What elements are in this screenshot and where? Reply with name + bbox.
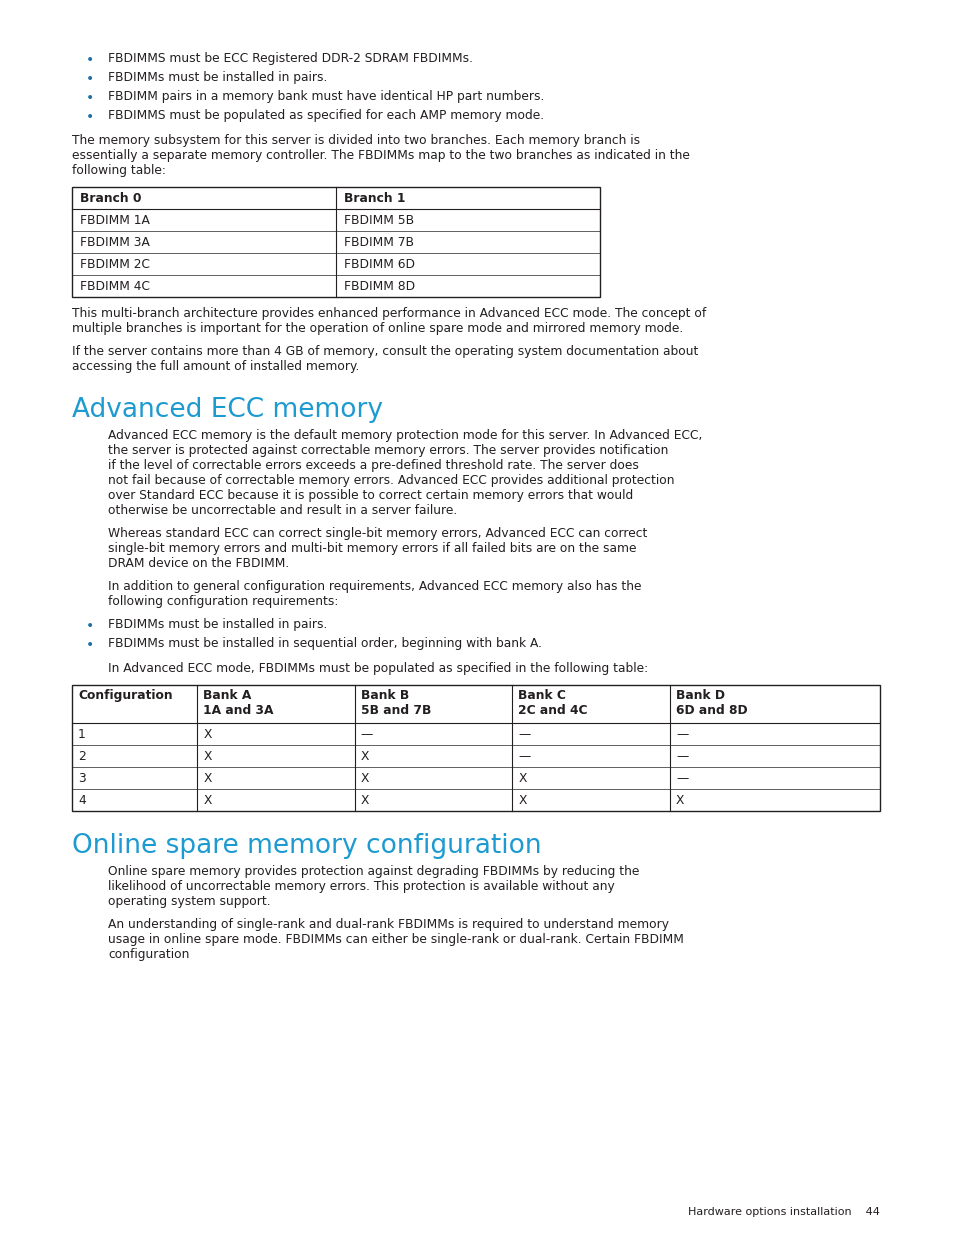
Text: FBDIMM 3A: FBDIMM 3A — [80, 236, 150, 249]
Text: X: X — [360, 750, 369, 763]
Text: •: • — [86, 110, 94, 124]
Text: FBDIMMs must be installed in pairs.: FBDIMMs must be installed in pairs. — [108, 70, 327, 84]
Text: —: — — [676, 772, 687, 785]
Text: Bank B: Bank B — [360, 689, 409, 701]
Text: X: X — [517, 772, 526, 785]
Text: 1A and 3A: 1A and 3A — [203, 704, 274, 718]
Text: In Advanced ECC mode, FBDIMMs must be populated as specified in the following ta: In Advanced ECC mode, FBDIMMs must be po… — [108, 662, 647, 676]
Text: FBDIMM 4C: FBDIMM 4C — [80, 280, 150, 293]
Text: FBDIMM 7B: FBDIMM 7B — [344, 236, 414, 249]
Text: In addition to general configuration requirements, Advanced ECC memory also has : In addition to general configuration req… — [108, 580, 640, 593]
Text: —: — — [517, 727, 530, 741]
Text: Advanced ECC memory: Advanced ECC memory — [71, 396, 382, 424]
Text: FBDIMM 2C: FBDIMM 2C — [80, 258, 150, 270]
Text: Branch 1: Branch 1 — [344, 191, 405, 205]
Text: over Standard ECC because it is possible to correct certain memory errors that w: over Standard ECC because it is possible… — [108, 489, 633, 501]
Text: 5B and 7B: 5B and 7B — [360, 704, 431, 718]
Text: DRAM device on the FBDIMM.: DRAM device on the FBDIMM. — [108, 557, 289, 571]
Text: •: • — [86, 619, 94, 634]
Text: Hardware options installation    44: Hardware options installation 44 — [687, 1207, 879, 1216]
Text: —: — — [676, 750, 687, 763]
Text: configuration: configuration — [108, 948, 190, 961]
Text: Configuration: Configuration — [78, 689, 172, 701]
Text: —: — — [360, 727, 373, 741]
Text: 4: 4 — [78, 794, 86, 806]
Text: FBDIMMS must be ECC Registered DDR-2 SDRAM FBDIMMs.: FBDIMMS must be ECC Registered DDR-2 SDR… — [108, 52, 473, 65]
Text: FBDIMMS must be populated as specified for each AMP memory mode.: FBDIMMS must be populated as specified f… — [108, 109, 543, 122]
Text: FBDIMM pairs in a memory bank must have identical HP part numbers.: FBDIMM pairs in a memory bank must have … — [108, 90, 544, 103]
Text: Bank A: Bank A — [203, 689, 252, 701]
Text: 6D and 8D: 6D and 8D — [676, 704, 747, 718]
Text: accessing the full amount of installed memory.: accessing the full amount of installed m… — [71, 359, 359, 373]
Text: •: • — [86, 91, 94, 105]
Text: •: • — [86, 53, 94, 67]
Text: X: X — [203, 772, 212, 785]
Text: operating system support.: operating system support. — [108, 895, 271, 908]
Text: 2: 2 — [78, 750, 86, 763]
Text: Online spare memory configuration: Online spare memory configuration — [71, 832, 541, 860]
Text: X: X — [360, 794, 369, 806]
Bar — [71, 186, 599, 296]
Text: Bank D: Bank D — [676, 689, 724, 701]
Text: 3: 3 — [78, 772, 86, 785]
Text: following configuration requirements:: following configuration requirements: — [108, 595, 338, 608]
Text: 2C and 4C: 2C and 4C — [517, 704, 587, 718]
Text: X: X — [676, 794, 683, 806]
Text: 1: 1 — [78, 727, 86, 741]
Text: multiple branches is important for the operation of online spare mode and mirror: multiple branches is important for the o… — [71, 322, 682, 335]
Text: Online spare memory provides protection against degrading FBDIMMs by reducing th: Online spare memory provides protection … — [108, 864, 639, 878]
Text: Whereas standard ECC can correct single-bit memory errors, Advanced ECC can corr: Whereas standard ECC can correct single-… — [108, 527, 647, 540]
Text: This multi-branch architecture provides enhanced performance in Advanced ECC mod: This multi-branch architecture provides … — [71, 308, 705, 320]
Text: Advanced ECC memory is the default memory protection mode for this server. In Ad: Advanced ECC memory is the default memor… — [108, 429, 701, 442]
Text: FBDIMM 1A: FBDIMM 1A — [80, 214, 150, 227]
Text: otherwise be uncorrectable and result in a server failure.: otherwise be uncorrectable and result in… — [108, 504, 456, 517]
Text: Bank C: Bank C — [517, 689, 566, 701]
Bar — [71, 685, 879, 811]
Text: X: X — [203, 727, 212, 741]
Text: single-bit memory errors and multi-bit memory errors if all failed bits are on t: single-bit memory errors and multi-bit m… — [108, 542, 636, 555]
Text: X: X — [203, 750, 212, 763]
Text: the server is protected against correctable memory errors. The server provides n: the server is protected against correcta… — [108, 445, 668, 457]
Text: Branch 0: Branch 0 — [80, 191, 141, 205]
Text: usage in online spare mode. FBDIMMs can either be single-rank or dual-rank. Cert: usage in online spare mode. FBDIMMs can … — [108, 932, 683, 946]
Text: FBDIMM 8D: FBDIMM 8D — [344, 280, 415, 293]
Text: FBDIMM 5B: FBDIMM 5B — [344, 214, 414, 227]
Text: An understanding of single-rank and dual-rank FBDIMMs is required to understand : An understanding of single-rank and dual… — [108, 918, 668, 931]
Text: •: • — [86, 638, 94, 652]
Text: •: • — [86, 72, 94, 86]
Text: The memory subsystem for this server is divided into two branches. Each memory b: The memory subsystem for this server is … — [71, 135, 639, 147]
Text: FBDIMMs must be installed in pairs.: FBDIMMs must be installed in pairs. — [108, 618, 327, 631]
Text: If the server contains more than 4 GB of memory, consult the operating system do: If the server contains more than 4 GB of… — [71, 345, 698, 358]
Text: FBDIMMs must be installed in sequential order, beginning with bank A.: FBDIMMs must be installed in sequential … — [108, 637, 541, 650]
Text: not fail because of correctable memory errors. Advanced ECC provides additional : not fail because of correctable memory e… — [108, 474, 674, 487]
Text: following table:: following table: — [71, 164, 166, 177]
Text: essentially a separate memory controller. The FBDIMMs map to the two branches as: essentially a separate memory controller… — [71, 149, 689, 162]
Text: —: — — [517, 750, 530, 763]
Text: —: — — [676, 727, 687, 741]
Text: X: X — [360, 772, 369, 785]
Text: if the level of correctable errors exceeds a pre-defined threshold rate. The ser: if the level of correctable errors excee… — [108, 459, 639, 472]
Text: FBDIMM 6D: FBDIMM 6D — [344, 258, 415, 270]
Text: X: X — [517, 794, 526, 806]
Text: likelihood of uncorrectable memory errors. This protection is available without : likelihood of uncorrectable memory error… — [108, 881, 614, 893]
Text: X: X — [203, 794, 212, 806]
